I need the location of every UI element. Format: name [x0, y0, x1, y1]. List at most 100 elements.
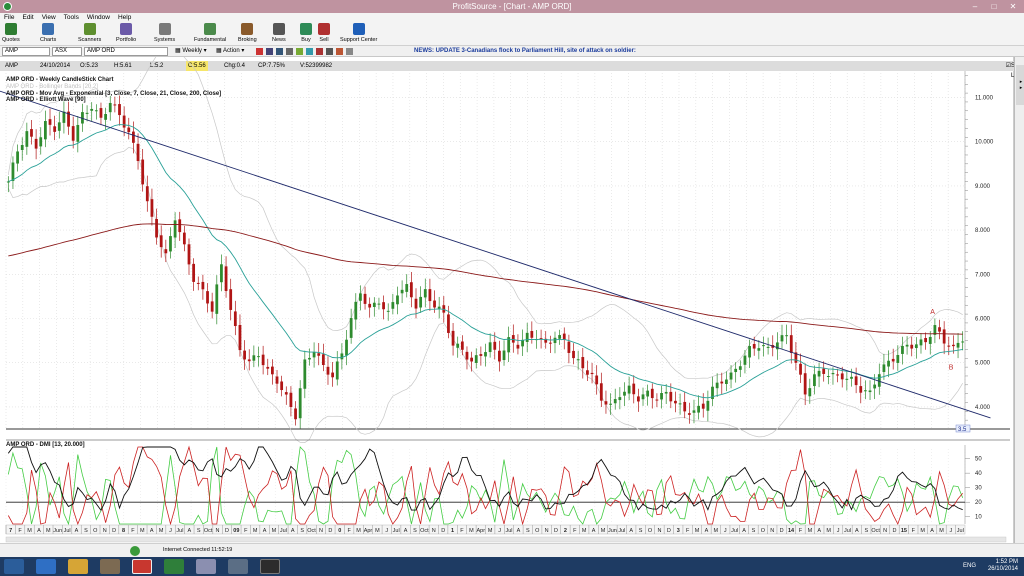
portfolio-button[interactable]: Portfolio — [116, 23, 136, 43]
time-axis-label: M — [253, 528, 258, 534]
exchange-select[interactable]: ASX — [52, 47, 82, 56]
security-name-field[interactable]: AMP ORD — [84, 47, 168, 56]
menu-file[interactable]: File — [4, 14, 15, 21]
time-axis-label: M — [939, 528, 944, 534]
tool-icon[interactable] — [316, 48, 323, 55]
candle-body — [192, 263, 196, 282]
time-axis-label: F — [573, 528, 577, 534]
news-button[interactable]: News — [272, 23, 286, 43]
ie-browser-icon[interactable] — [36, 559, 56, 574]
time-axis-label: A — [75, 528, 79, 534]
time-axis-label: M — [27, 528, 32, 534]
legend-entry: AMP ORD - Mov Avg - Exponential [3, Clos… — [6, 90, 222, 97]
legend-entry: AMP ORD - Elliott Wave [90] — [6, 97, 86, 104]
candle-body — [757, 348, 761, 351]
taskbar-clock[interactable]: 1:52 PM 26/10/2014 — [988, 559, 1018, 573]
candle-body — [636, 396, 640, 402]
news-ticker[interactable]: NEWS: UPDATE 3-Canadians flock to Parlia… — [414, 48, 636, 54]
candle-body — [641, 394, 645, 400]
news-icon — [272, 23, 285, 35]
maximize-button[interactable]: □ — [991, 2, 997, 11]
candle-body — [62, 111, 66, 123]
app-dark-icon[interactable] — [260, 559, 280, 574]
time-axis-label: N — [883, 528, 887, 534]
start-windows-icon[interactable] — [4, 559, 24, 574]
candle-body — [794, 352, 798, 363]
candle-body — [877, 374, 881, 387]
time-axis-label: F — [912, 528, 916, 534]
candle-body — [247, 359, 251, 362]
app-folder-icon[interactable] — [100, 559, 120, 574]
systems-button[interactable]: Systems — [154, 23, 175, 43]
action-dropdown[interactable]: ▦ Action ▾ — [216, 48, 245, 54]
broking-button[interactable]: Broking — [238, 23, 257, 43]
tool-icon[interactable] — [306, 48, 313, 55]
tool-icon[interactable] — [286, 48, 293, 55]
menu-tools[interactable]: Tools — [63, 14, 79, 21]
candle-body — [456, 343, 460, 348]
file-explorer-icon[interactable] — [68, 559, 88, 574]
tool-icon[interactable] — [296, 48, 303, 55]
candle-body — [206, 291, 209, 304]
time-axis-label: M — [920, 528, 925, 534]
candle-body — [558, 335, 562, 339]
language-indicator[interactable]: ENG — [963, 563, 977, 569]
scanners-button[interactable]: Scanners — [78, 23, 101, 43]
candle-body — [155, 218, 158, 238]
time-axis-label: J — [498, 528, 501, 534]
candle-body — [43, 120, 47, 140]
menu-view[interactable]: View — [41, 14, 56, 21]
quotes-button[interactable]: Quotes — [2, 23, 20, 43]
profitsource-taskbar-icon[interactable] — [132, 559, 152, 574]
minimize-button[interactable]: – — [972, 2, 978, 11]
horizontal-scrollbar[interactable] — [5, 536, 1007, 543]
support-center-button[interactable]: Support Center — [340, 23, 377, 43]
toolbar-label: Charts — [40, 37, 57, 43]
candle-body — [141, 159, 145, 185]
time-axis-label: 8 — [122, 528, 125, 534]
tool-icon[interactable] — [256, 48, 263, 55]
menu-help[interactable]: Help — [117, 14, 132, 21]
tool-icon[interactable] — [346, 48, 353, 55]
time-axis-label: J — [837, 528, 840, 534]
candle-body — [864, 390, 867, 392]
time-axis-label: N — [103, 528, 107, 534]
charts-button[interactable]: Charts — [40, 23, 56, 43]
candle-body — [270, 366, 274, 375]
candle-body — [725, 379, 728, 384]
tool-icon[interactable] — [336, 48, 343, 55]
time-axis-label: J — [950, 528, 953, 534]
time-axis-label: S — [526, 528, 530, 534]
clock-time: 1:52 PM — [995, 559, 1018, 565]
time-axis-label: F — [799, 528, 803, 534]
app-document-icon[interactable] — [196, 559, 216, 574]
candle-body — [655, 399, 659, 401]
time-axis-label: N — [216, 528, 220, 534]
close-button[interactable]: ✕ — [1009, 2, 1017, 11]
side-panel-tab[interactable]: ▸▸ — [1014, 57, 1024, 543]
candle-body — [317, 353, 321, 356]
buy-button[interactable]: Buy — [300, 23, 312, 43]
candle-body — [396, 295, 399, 305]
dmi-axis-label: 30 — [975, 486, 982, 492]
price-chart[interactable]: 4.000 5.000 6.000 7.000 8.000 9.000 10.000 11.0… — [0, 57, 1014, 543]
tool-icon[interactable] — [326, 48, 333, 55]
symbol-input[interactable]: AMP — [2, 47, 50, 56]
candle-body — [836, 374, 839, 376]
time-axis-label: M — [356, 528, 361, 534]
candle-body — [711, 386, 714, 400]
tool-icon[interactable] — [276, 48, 283, 55]
tool-icon[interactable] — [266, 48, 273, 55]
app-tools-icon[interactable] — [228, 559, 248, 574]
app-green-icon[interactable] — [164, 559, 184, 574]
timeframe-dropdown[interactable]: ▦ Weekly ▾ — [175, 48, 207, 54]
fundamental-button[interactable]: Fundamental — [194, 23, 226, 43]
menu-edit[interactable]: Edit — [22, 14, 34, 21]
time-axis-label: M — [469, 528, 474, 534]
candle-body — [437, 306, 441, 309]
candle-body — [196, 282, 200, 284]
sell-button[interactable]: Sell — [318, 23, 330, 43]
info-close: C:5.56 — [186, 61, 208, 71]
info-volume: V:52399982 — [300, 63, 333, 69]
menu-window[interactable]: Window — [86, 14, 110, 21]
